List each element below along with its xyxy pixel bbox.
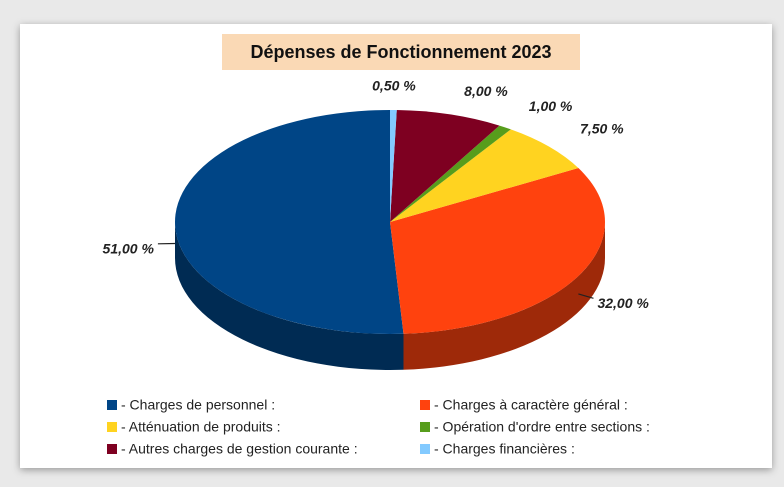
legend-label: - Charges à caractère général :	[434, 397, 628, 413]
title-box	[222, 34, 580, 70]
legend-label: - Atténuation de produits :	[121, 419, 281, 435]
data-label: 32,00 %	[597, 295, 649, 311]
legend-swatch	[420, 444, 430, 454]
legend-label: - Charges financières :	[434, 441, 575, 457]
legend-swatch	[420, 400, 430, 410]
data-label: 0,50 %	[372, 78, 416, 94]
legend-swatch	[107, 400, 117, 410]
slice	[390, 110, 500, 222]
legend-swatch	[107, 422, 117, 432]
slice	[390, 168, 605, 334]
legend-label: - Opération d'ordre entre sections :	[434, 419, 650, 435]
slice	[390, 129, 579, 222]
legend-label: - Charges de personnel :	[121, 397, 275, 413]
legend-label: - Autres charges de gestion courante :	[121, 441, 358, 457]
chart-title: Dépenses de Fonctionnement 2023	[250, 42, 551, 62]
slice-side	[174, 222, 404, 370]
slice-side	[403, 222, 605, 370]
slice	[390, 125, 511, 222]
legend-swatch	[107, 444, 117, 454]
slice	[390, 110, 397, 222]
leader-line	[578, 293, 594, 299]
data-label: 7,50 %	[580, 121, 624, 137]
data-label: 8,00 %	[464, 83, 508, 99]
pie: 51,00 % 32,00 % 7,50 % 1,00 % 8,00 % 0,50 %	[103, 78, 649, 370]
legend: - Charges de personnel : - Charges à cara…	[107, 397, 650, 457]
legend-swatch	[420, 422, 430, 432]
data-label: 1,00 %	[529, 98, 573, 114]
slice	[175, 110, 404, 334]
data-label: 51,00 %	[103, 241, 155, 257]
